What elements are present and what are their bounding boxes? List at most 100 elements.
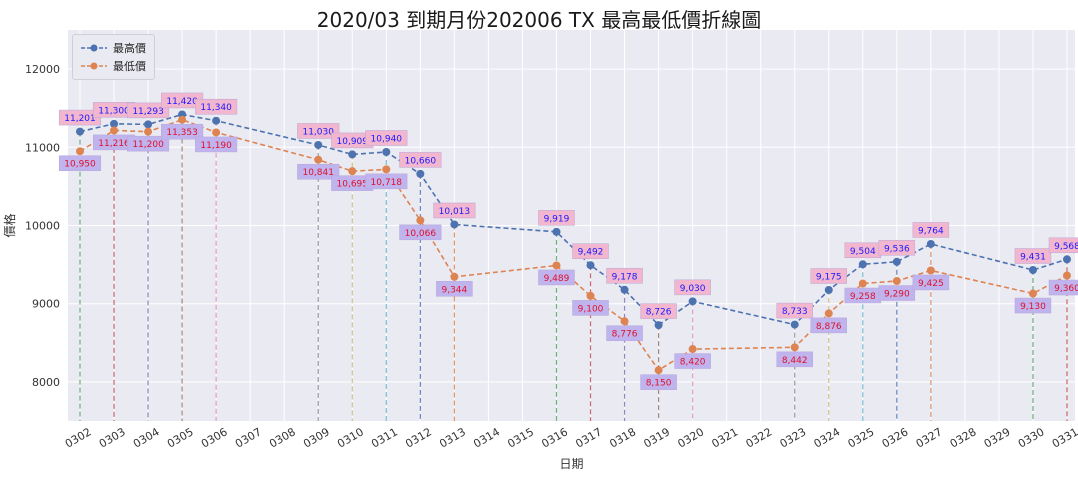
high-data-point bbox=[892, 257, 901, 266]
high-data-label: 11,420 bbox=[166, 97, 198, 107]
x-tick-label: 0316 bbox=[539, 425, 570, 450]
x-tick-label: 0307 bbox=[233, 425, 264, 450]
chart-title: 2020/03 到期月份202006 TX 最高最低價折線圖 bbox=[316, 8, 762, 32]
x-tick-label: 0329 bbox=[982, 425, 1013, 450]
high-data-label: 8,733 bbox=[782, 307, 808, 317]
low-data-point bbox=[1028, 289, 1037, 298]
low-data-point bbox=[858, 279, 867, 288]
high-data-label: 9,175 bbox=[816, 273, 842, 283]
low-data-point bbox=[314, 155, 323, 164]
low-data-label: 8,420 bbox=[680, 358, 706, 368]
y-tick-label: 12000 bbox=[25, 63, 60, 76]
low-data-point bbox=[178, 115, 187, 124]
high-data-point bbox=[76, 127, 84, 136]
x-tick-label: 0308 bbox=[267, 425, 298, 450]
low-data-label: 8,150 bbox=[646, 379, 672, 389]
high-data-point bbox=[314, 140, 323, 149]
high-data-point bbox=[110, 119, 119, 128]
x-tick-label: 0325 bbox=[846, 425, 877, 450]
x-tick-label: 0310 bbox=[335, 425, 366, 450]
low-data-label: 9,258 bbox=[850, 292, 876, 302]
high-data-point bbox=[416, 169, 425, 178]
low-data-label: 9,489 bbox=[544, 274, 570, 284]
low-data-label: 9,360 bbox=[1054, 284, 1078, 294]
x-tick-label: 0302 bbox=[63, 425, 94, 450]
high-data-label: 10,013 bbox=[439, 207, 471, 217]
low-data-label: 8,442 bbox=[782, 356, 808, 366]
high-data-label-box bbox=[399, 152, 442, 168]
high-data-label-box bbox=[606, 268, 643, 284]
high-data-label: 9,919 bbox=[544, 214, 570, 224]
x-tick-label: 0323 bbox=[778, 425, 809, 450]
high-series-line bbox=[79, 113, 1068, 327]
high-data-label: 8,726 bbox=[646, 308, 672, 318]
high-data-label: 9,536 bbox=[884, 244, 910, 254]
low-data-label: 10,841 bbox=[302, 168, 334, 178]
low-data-label: 9,425 bbox=[918, 279, 944, 289]
low-data-point bbox=[110, 126, 119, 135]
x-tick-label: 0330 bbox=[1016, 425, 1047, 450]
low-data-label-box bbox=[674, 353, 711, 369]
low-data-label-box bbox=[58, 155, 102, 171]
x-tick-label: 0306 bbox=[199, 425, 230, 450]
high-data-label-box bbox=[1014, 248, 1052, 264]
high-data-point bbox=[654, 321, 663, 330]
low-data-point bbox=[552, 261, 561, 270]
legend: 最高價 最低價 bbox=[72, 34, 155, 80]
low-data-label: 11,200 bbox=[132, 140, 164, 150]
low-data-label-box bbox=[776, 351, 813, 368]
high-data-label-box bbox=[776, 302, 813, 319]
high-data-label: 9,030 bbox=[680, 284, 706, 294]
x-tick-label: 0305 bbox=[165, 425, 196, 450]
low-data-label: 9,344 bbox=[441, 285, 467, 295]
low-data-point bbox=[654, 366, 663, 375]
low-data-point bbox=[688, 345, 697, 354]
high-data-label-box bbox=[912, 222, 950, 238]
high-data-label: 10,940 bbox=[371, 134, 403, 144]
low-data-label-box bbox=[1014, 297, 1052, 314]
high-data-label: 11,300 bbox=[98, 106, 130, 116]
high-data-label-box bbox=[195, 98, 238, 115]
low-data-point bbox=[892, 277, 901, 286]
low-data-label: 9,130 bbox=[1020, 302, 1046, 312]
x-tick-label: 0304 bbox=[131, 425, 162, 450]
low-data-label-box bbox=[365, 173, 408, 190]
high-data-label: 9,178 bbox=[612, 272, 638, 282]
high-data-label-box bbox=[127, 102, 170, 119]
high-data-label-box bbox=[878, 240, 916, 256]
low-data-point bbox=[144, 127, 153, 136]
y-axis-label: 價格 bbox=[2, 213, 17, 237]
low-data-label: 10,066 bbox=[405, 229, 437, 239]
high-data-label-box bbox=[297, 123, 340, 139]
low-data-label: 8,776 bbox=[612, 330, 638, 340]
low-data-label-box bbox=[297, 163, 340, 180]
x-tick-label: 0331 bbox=[1050, 425, 1078, 450]
high-data-label-box bbox=[810, 268, 848, 284]
low-data-point bbox=[620, 317, 629, 326]
low-data-point bbox=[824, 309, 833, 318]
low-data-label: 10,950 bbox=[64, 160, 96, 170]
y-tick-label: 9000 bbox=[32, 298, 60, 311]
low-data-point bbox=[76, 147, 84, 156]
high-data-label-box bbox=[1048, 237, 1078, 254]
legend-label-high: 最高價 bbox=[113, 42, 146, 55]
low-data-label-box bbox=[606, 325, 643, 341]
x-tick-label: 0314 bbox=[471, 425, 502, 450]
low-data-label-box bbox=[436, 281, 473, 297]
low-data-label-box bbox=[399, 224, 442, 241]
high-data-point bbox=[450, 220, 459, 229]
high-data-label: 9,764 bbox=[918, 226, 944, 236]
low-data-point bbox=[212, 128, 221, 137]
x-tick-label: 0321 bbox=[710, 425, 741, 450]
low-data-label-box bbox=[127, 135, 170, 152]
x-tick-label: 0309 bbox=[301, 425, 332, 450]
low-data-point bbox=[382, 165, 391, 174]
y-tick-label: 10000 bbox=[25, 220, 60, 233]
x-tick-label: 0313 bbox=[437, 425, 468, 450]
high-data-point bbox=[212, 116, 221, 125]
high-data-label: 11,340 bbox=[200, 103, 232, 113]
x-tick-label: 0324 bbox=[812, 425, 843, 450]
low-data-label: 9,100 bbox=[578, 304, 604, 314]
